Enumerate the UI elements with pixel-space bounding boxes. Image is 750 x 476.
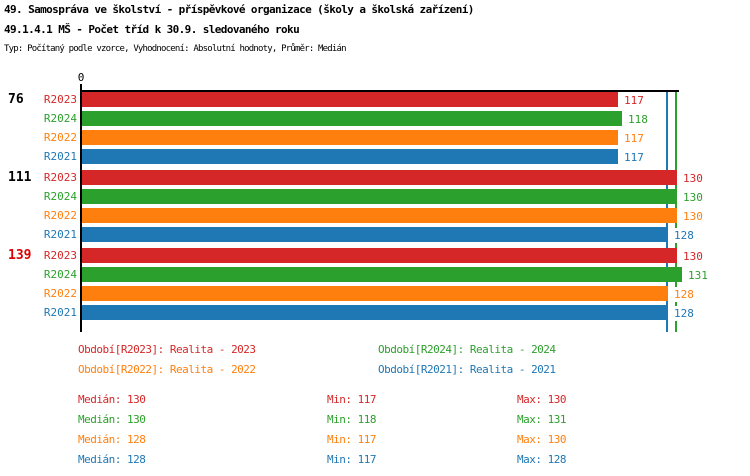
bar-value-label: 117	[621, 150, 647, 165]
bar-value-label: 117	[621, 93, 647, 108]
series-label-r2021: R2021	[43, 228, 77, 241]
min-value-r2024: Min: 118	[327, 413, 376, 426]
legend-item-r2023: Období[R2023]: Realita - 2023	[78, 343, 256, 356]
report-title: 49. Samospráva ve školství - příspěvkové…	[4, 3, 474, 16]
series-label-r2024: R2024	[43, 112, 77, 125]
series-label-r2022: R2022	[43, 287, 77, 300]
series-label-r2024: R2024	[43, 190, 77, 203]
legend-item-r2021: Období[R2021]: Realita - 2021	[378, 363, 556, 376]
bar-value-label: 128	[671, 228, 697, 243]
series-label-r2022: R2022	[43, 131, 77, 144]
max-value-r2023: Max: 130	[517, 393, 566, 406]
bar-value-label: 128	[671, 287, 697, 302]
median-value-r2023: Medián: 130	[78, 393, 146, 406]
bar-value-label: 130	[680, 171, 706, 186]
series-label-r2023: R2023	[43, 171, 77, 184]
bar-r2023-group-111	[82, 170, 677, 185]
bar-value-label: 130	[680, 249, 706, 264]
min-value-r2023: Min: 117	[327, 393, 376, 406]
bar-r2022-group-111	[82, 208, 677, 223]
series-label-r2023: R2023	[43, 249, 77, 262]
indicator-title: 49.1.4.1 MŠ - Počet tříd k 30.9. sledova…	[4, 23, 300, 36]
series-label-r2022: R2022	[43, 209, 77, 222]
bar-value-label: 131	[685, 268, 711, 283]
series-label-r2024: R2024	[43, 268, 77, 281]
series-label-r2023: R2023	[43, 93, 77, 106]
bar-r2024-group-76	[82, 111, 622, 126]
bar-r2024-group-111	[82, 189, 677, 204]
min-value-r2022: Min: 117	[327, 433, 376, 446]
bar-value-label: 117	[621, 131, 647, 146]
bar-r2021-group-76	[82, 149, 618, 164]
x-axis-line	[80, 90, 679, 92]
bar-r2021-group-111	[82, 227, 668, 242]
series-label-r2021: R2021	[43, 306, 77, 319]
indicator-subtitle: Typ: Počítaný podle vzorce, Vyhodnocení:…	[4, 44, 347, 54]
bar-value-label: 128	[671, 306, 697, 321]
bar-r2021-group-139	[82, 305, 668, 320]
legend-item-r2022: Období[R2022]: Realita - 2022	[78, 363, 256, 376]
group-label-139: 139	[8, 248, 32, 263]
group-label-76: 76	[8, 92, 24, 107]
median-value-r2021: Medián: 128	[78, 453, 146, 466]
axis-zero-label: 0	[77, 71, 85, 84]
max-value-r2021: Max: 128	[517, 453, 566, 466]
bar-r2022-group-139	[82, 286, 668, 301]
bar-r2024-group-139	[82, 267, 682, 282]
bar-r2023-group-139	[82, 248, 677, 263]
bar-value-label: 118	[625, 112, 651, 127]
max-value-r2022: Max: 130	[517, 433, 566, 446]
bar-value-label: 130	[680, 209, 706, 224]
y-axis-line	[80, 84, 82, 332]
legend-item-r2024: Období[R2024]: Realita - 2024	[378, 343, 556, 356]
median-value-r2024: Medián: 130	[78, 413, 146, 426]
median-value-r2022: Medián: 128	[78, 433, 146, 446]
series-label-r2021: R2021	[43, 150, 77, 163]
bar-value-label: 130	[680, 190, 706, 205]
bar-r2023-group-76	[82, 92, 618, 107]
max-value-r2024: Max: 131	[517, 413, 566, 426]
min-value-r2021: Min: 117	[327, 453, 376, 466]
group-label-111: 111	[8, 170, 32, 185]
bar-r2022-group-76	[82, 130, 618, 145]
